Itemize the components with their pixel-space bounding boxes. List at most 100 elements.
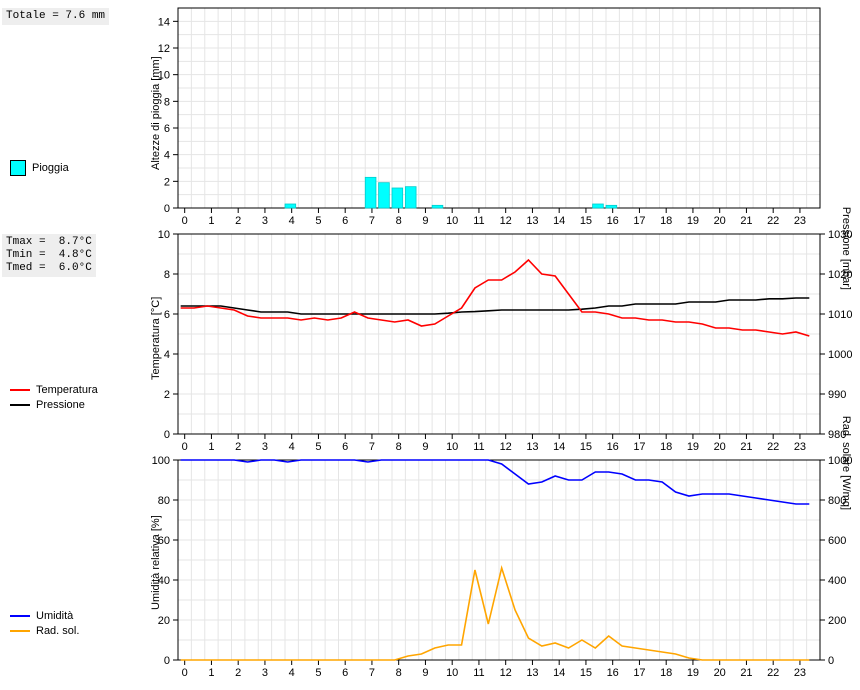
svg-text:21: 21 xyxy=(740,667,752,679)
svg-text:22: 22 xyxy=(767,215,779,227)
svg-text:10: 10 xyxy=(446,441,458,453)
svg-text:5: 5 xyxy=(315,215,321,227)
svg-text:12: 12 xyxy=(500,667,512,679)
svg-text:11: 11 xyxy=(473,441,484,453)
svg-text:1030: 1030 xyxy=(828,229,852,241)
svg-text:13: 13 xyxy=(526,667,538,679)
svg-text:6: 6 xyxy=(342,667,348,679)
svg-text:400: 400 xyxy=(828,575,846,587)
svg-text:0: 0 xyxy=(182,667,188,679)
svg-text:14: 14 xyxy=(553,667,565,679)
svg-text:0: 0 xyxy=(164,429,170,441)
svg-text:11: 11 xyxy=(473,667,484,679)
svg-text:2: 2 xyxy=(164,389,170,401)
svg-text:8: 8 xyxy=(396,441,402,453)
svg-text:22: 22 xyxy=(767,441,779,453)
svg-text:20: 20 xyxy=(158,615,170,627)
svg-text:6: 6 xyxy=(342,215,348,227)
svg-text:80: 80 xyxy=(158,495,170,507)
svg-text:40: 40 xyxy=(158,575,170,587)
svg-text:600: 600 xyxy=(828,535,846,547)
svg-text:12: 12 xyxy=(500,441,512,453)
svg-text:10: 10 xyxy=(446,667,458,679)
svg-text:800: 800 xyxy=(828,495,846,507)
svg-text:1000: 1000 xyxy=(828,455,852,467)
svg-text:17: 17 xyxy=(633,441,645,453)
svg-text:7: 7 xyxy=(369,667,375,679)
svg-text:18: 18 xyxy=(660,441,672,453)
svg-text:7: 7 xyxy=(369,215,375,227)
svg-text:0: 0 xyxy=(182,441,188,453)
svg-text:4: 4 xyxy=(289,667,295,679)
svg-text:0: 0 xyxy=(828,655,834,667)
svg-text:10: 10 xyxy=(158,70,170,82)
svg-text:4: 4 xyxy=(289,215,295,227)
svg-text:12: 12 xyxy=(500,215,512,227)
svg-text:8: 8 xyxy=(396,215,402,227)
svg-text:1010: 1010 xyxy=(828,309,852,321)
svg-text:6: 6 xyxy=(164,309,170,321)
svg-text:6: 6 xyxy=(342,441,348,453)
svg-text:22: 22 xyxy=(767,667,779,679)
svg-text:19: 19 xyxy=(687,215,699,227)
svg-text:0: 0 xyxy=(164,203,170,215)
svg-text:4: 4 xyxy=(164,150,170,162)
svg-text:9: 9 xyxy=(422,441,428,453)
humidity-radiation-chart: 0123456789101112131415161718192021222302… xyxy=(0,454,860,684)
svg-text:19: 19 xyxy=(687,441,699,453)
svg-text:0: 0 xyxy=(182,215,188,227)
svg-text:23: 23 xyxy=(794,441,806,453)
svg-text:9: 9 xyxy=(422,215,428,227)
svg-text:2: 2 xyxy=(235,667,241,679)
svg-text:20: 20 xyxy=(714,667,726,679)
svg-text:990: 990 xyxy=(828,389,846,401)
rain-chart: 0123456789101112131415161718192021222302… xyxy=(0,2,860,232)
svg-text:3: 3 xyxy=(262,667,268,679)
svg-text:5: 5 xyxy=(315,667,321,679)
svg-text:18: 18 xyxy=(660,215,672,227)
svg-text:10: 10 xyxy=(158,229,170,241)
temp-pressure-chart: 0123456789101112131415161718192021222302… xyxy=(0,228,860,458)
svg-text:12: 12 xyxy=(158,43,170,55)
svg-text:2: 2 xyxy=(235,215,241,227)
svg-text:15: 15 xyxy=(580,215,592,227)
svg-text:16: 16 xyxy=(607,215,619,227)
svg-text:9: 9 xyxy=(422,667,428,679)
svg-text:20: 20 xyxy=(714,215,726,227)
svg-text:13: 13 xyxy=(526,215,538,227)
svg-text:15: 15 xyxy=(580,441,592,453)
svg-text:18: 18 xyxy=(660,667,672,679)
svg-text:3: 3 xyxy=(262,215,268,227)
svg-text:16: 16 xyxy=(607,441,619,453)
svg-text:20: 20 xyxy=(714,441,726,453)
svg-text:4: 4 xyxy=(164,349,170,361)
svg-text:14: 14 xyxy=(553,441,565,453)
svg-text:14: 14 xyxy=(553,215,565,227)
svg-text:5: 5 xyxy=(315,441,321,453)
svg-text:7: 7 xyxy=(369,441,375,453)
svg-text:6: 6 xyxy=(164,123,170,135)
svg-text:980: 980 xyxy=(828,429,846,441)
svg-text:23: 23 xyxy=(794,215,806,227)
svg-text:100: 100 xyxy=(152,455,170,467)
svg-text:11: 11 xyxy=(473,215,484,227)
chart-container: Totale = 7.6 mm Pioggia Altezze di piogg… xyxy=(0,0,860,690)
svg-text:60: 60 xyxy=(158,535,170,547)
svg-text:13: 13 xyxy=(526,441,538,453)
svg-text:1: 1 xyxy=(208,215,214,227)
svg-text:14: 14 xyxy=(158,16,170,28)
svg-text:2: 2 xyxy=(235,441,241,453)
svg-text:21: 21 xyxy=(740,441,752,453)
svg-text:16: 16 xyxy=(607,667,619,679)
svg-text:2: 2 xyxy=(164,176,170,188)
svg-text:8: 8 xyxy=(164,96,170,108)
svg-text:21: 21 xyxy=(740,215,752,227)
svg-text:1: 1 xyxy=(208,667,214,679)
svg-text:200: 200 xyxy=(828,615,846,627)
svg-text:15: 15 xyxy=(580,667,592,679)
svg-text:8: 8 xyxy=(164,269,170,281)
svg-text:1020: 1020 xyxy=(828,269,852,281)
svg-text:0: 0 xyxy=(164,655,170,667)
svg-text:4: 4 xyxy=(289,441,295,453)
svg-text:3: 3 xyxy=(262,441,268,453)
